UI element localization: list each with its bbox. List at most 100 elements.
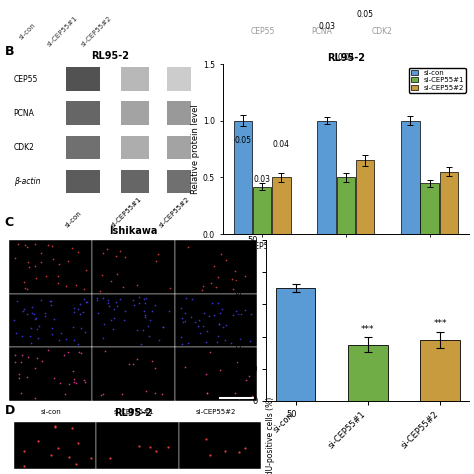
Text: si-CEP55#1: si-CEP55#1 <box>110 196 143 229</box>
Text: B: B <box>5 45 14 58</box>
Text: PCNA: PCNA <box>312 27 333 36</box>
Point <box>11 254 19 262</box>
Point <box>62 335 70 343</box>
Text: RL95-2: RL95-2 <box>114 408 153 418</box>
Point <box>18 358 25 366</box>
Text: CDK2: CDK2 <box>372 27 392 36</box>
Bar <box>120 67 149 91</box>
Point <box>50 374 58 382</box>
Point <box>188 295 196 303</box>
Point <box>122 307 129 314</box>
Point <box>80 295 88 303</box>
Point <box>236 394 243 401</box>
Point <box>68 244 76 251</box>
Point <box>241 444 248 451</box>
Point <box>146 333 153 340</box>
Point <box>24 310 31 318</box>
Point <box>72 281 79 289</box>
Legend: si-con, si-CEP55#1, si-CEP55#2: si-con, si-CEP55#1, si-CEP55#2 <box>409 67 466 93</box>
Point <box>63 283 70 290</box>
Point <box>96 287 103 294</box>
Point <box>74 248 82 255</box>
Point <box>232 307 240 314</box>
Text: si-con: si-con <box>18 22 37 41</box>
Point <box>31 315 38 323</box>
Point <box>221 447 229 455</box>
Point <box>82 266 90 273</box>
Point <box>140 307 148 314</box>
Point <box>50 315 57 322</box>
Point <box>136 442 143 450</box>
Point <box>74 440 82 447</box>
Point <box>52 423 59 431</box>
Point <box>139 327 147 334</box>
Point <box>232 276 240 283</box>
Point <box>158 391 166 398</box>
Point <box>74 340 82 347</box>
Point <box>130 301 137 309</box>
Point <box>55 261 63 268</box>
Point <box>25 258 32 266</box>
Point <box>241 306 249 314</box>
Point <box>203 389 210 397</box>
Point <box>56 379 64 387</box>
Point <box>196 329 204 337</box>
Point <box>34 355 41 362</box>
Point <box>184 243 191 251</box>
Point <box>27 339 34 346</box>
Point <box>107 277 115 285</box>
Point <box>125 360 133 368</box>
Point <box>233 358 240 366</box>
Point <box>55 273 62 280</box>
Point <box>104 300 112 307</box>
Text: 0.05: 0.05 <box>235 136 252 145</box>
Point <box>61 351 68 358</box>
Point <box>48 330 55 337</box>
Bar <box>9 240 92 293</box>
Point <box>159 323 167 330</box>
Point <box>52 422 59 430</box>
Point <box>248 310 255 318</box>
Point <box>229 285 237 293</box>
Point <box>152 301 159 309</box>
Y-axis label: Relative protein level: Relative protein level <box>191 104 200 194</box>
Point <box>113 302 121 310</box>
Point <box>11 351 19 359</box>
Point <box>41 310 48 317</box>
Point <box>207 279 214 287</box>
Point <box>72 460 80 468</box>
Point <box>106 302 113 310</box>
Point <box>28 303 36 310</box>
Bar <box>120 170 149 193</box>
Text: si-CEP55#2: si-CEP55#2 <box>81 15 113 48</box>
Point <box>34 334 41 342</box>
Point <box>26 263 33 271</box>
Text: si-CEP55#1: si-CEP55#1 <box>113 409 154 415</box>
Point <box>20 447 28 455</box>
Point <box>109 326 117 333</box>
Point <box>93 296 101 303</box>
Point <box>73 379 80 387</box>
Point <box>104 297 112 304</box>
Text: 0.03: 0.03 <box>254 175 271 184</box>
Text: 50: 50 <box>287 410 297 419</box>
Point <box>113 270 121 277</box>
Point <box>82 378 89 386</box>
Point <box>75 348 82 356</box>
Point <box>234 310 242 318</box>
Point <box>112 298 120 306</box>
Point <box>133 282 140 289</box>
Point <box>137 340 145 347</box>
Bar <box>276 288 315 401</box>
Point <box>241 272 249 280</box>
Point <box>194 322 201 329</box>
Point <box>23 373 31 381</box>
Point <box>34 325 41 333</box>
Point <box>206 312 213 320</box>
Text: si-CEP55#2: si-CEP55#2 <box>196 409 236 415</box>
Point <box>144 322 152 330</box>
Bar <box>337 177 355 234</box>
Point <box>71 308 78 316</box>
Point <box>80 376 87 384</box>
Point <box>82 328 89 336</box>
